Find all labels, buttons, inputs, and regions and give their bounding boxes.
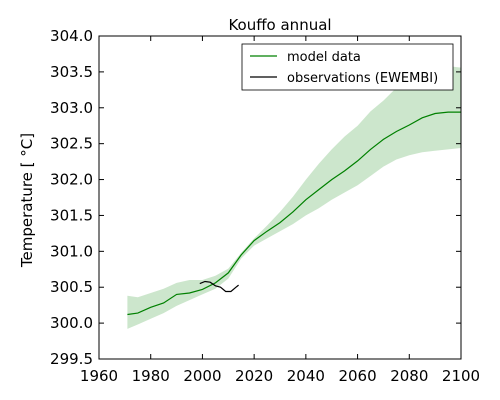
plot-frame bbox=[98, 35, 462, 360]
y-tick-label: 303.5 bbox=[50, 63, 93, 81]
y-tick-label: 302.0 bbox=[50, 171, 93, 189]
legend-box bbox=[241, 43, 454, 91]
legend: model data observations (EWEMBI) bbox=[241, 43, 454, 91]
y-tick-label: 300.5 bbox=[50, 278, 93, 296]
chart-title: Kouffo annual bbox=[228, 16, 331, 34]
y-axis-label: Temperature [ °C] bbox=[18, 133, 36, 268]
y-tick-label: 303.0 bbox=[50, 99, 93, 117]
model-data-band bbox=[127, 64, 462, 329]
legend-label-model-data: model data bbox=[287, 50, 361, 65]
y-tick-label: 299.5 bbox=[50, 350, 93, 368]
y-tick-label: 300.0 bbox=[50, 314, 93, 332]
y-tick-label: 301.0 bbox=[50, 242, 93, 260]
x-tick-label: 2080 bbox=[390, 367, 428, 385]
legend-label-observations: observations (EWEMBI) bbox=[287, 71, 438, 86]
x-tick-label: 1980 bbox=[132, 367, 170, 385]
series-line-observations bbox=[199, 280, 239, 293]
series-line-model-data bbox=[127, 111, 461, 316]
x-tick-label: 2100 bbox=[442, 367, 480, 385]
x-tick-label: 2000 bbox=[183, 367, 221, 385]
x-tick-label: 2020 bbox=[235, 367, 273, 385]
plot-area bbox=[127, 64, 462, 329]
y-tick-label: 302.5 bbox=[50, 135, 93, 153]
y-tick-label: 304.0 bbox=[50, 27, 93, 45]
x-axis: 1960 1980 2000 2020 2040 2060 2080 2100 bbox=[80, 36, 480, 385]
y-tick-label: 301.5 bbox=[50, 206, 93, 224]
x-tick-label: 2060 bbox=[338, 367, 376, 385]
y-axis: 299.5 300.0 300.5 301.0 301.5 302.0 302.5 303.0… bbox=[50, 27, 461, 368]
x-tick-label: 1960 bbox=[80, 367, 118, 385]
x-tick-label: 2040 bbox=[287, 367, 325, 385]
